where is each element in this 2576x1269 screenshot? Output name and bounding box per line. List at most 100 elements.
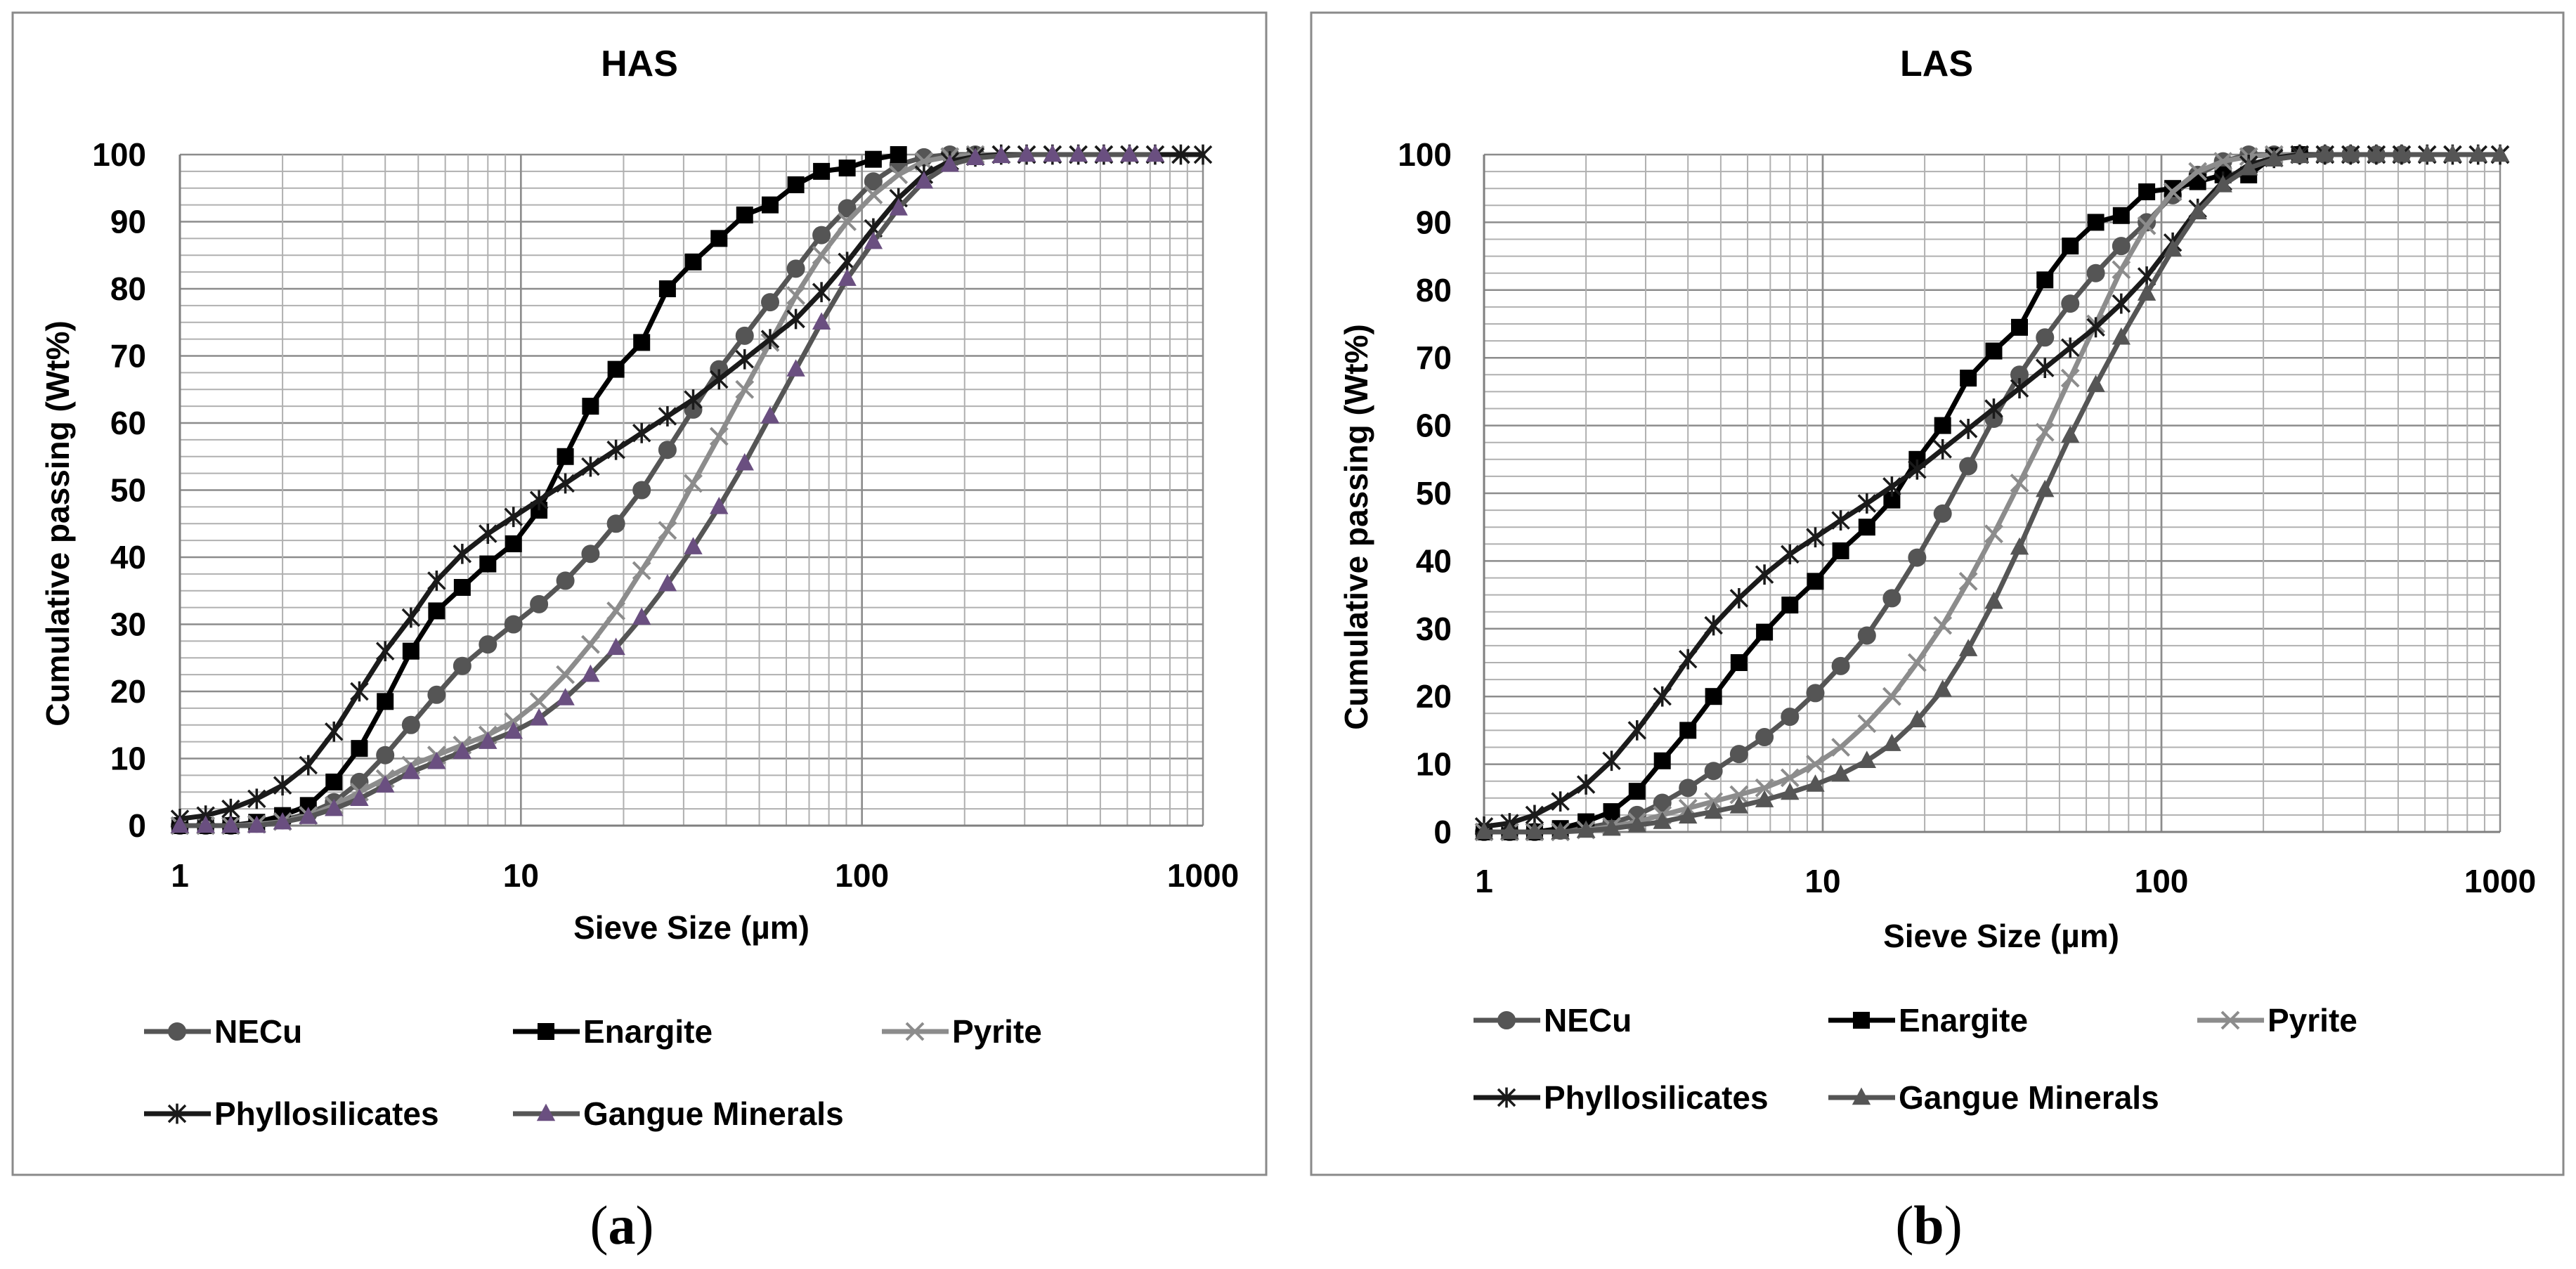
data-point (1145, 144, 1165, 162)
data-point (1094, 144, 1114, 162)
data-point (606, 637, 625, 656)
data-point (1858, 519, 1875, 536)
data-point (2315, 144, 2334, 162)
legend-label: Gangue Minerals (583, 1095, 844, 1132)
data-point (1500, 821, 1519, 840)
y-tick-label: 40 (110, 539, 146, 575)
data-point (1984, 524, 2003, 544)
data-point (351, 740, 368, 757)
data-point (1831, 656, 1850, 675)
data-point (1729, 795, 1749, 814)
data-point (710, 230, 728, 247)
data-point (401, 762, 421, 779)
data-point (2036, 271, 2054, 289)
data-point (2468, 144, 2487, 162)
data-point (1831, 510, 1850, 531)
data-point (914, 152, 934, 171)
data-point (684, 537, 703, 554)
data-point (991, 145, 1010, 164)
data-point (1576, 820, 1596, 838)
data-point (504, 615, 523, 634)
data-point (864, 185, 883, 204)
legend-label: Gangue Minerals (1899, 1079, 2159, 1116)
data-point (736, 206, 753, 223)
data-point (2036, 328, 2055, 347)
legend-item: NECu (144, 1013, 302, 1050)
x-tick-label: 1000 (2464, 863, 2536, 899)
legend-item: Phyllosilicates (1474, 1079, 1769, 1116)
data-point (786, 286, 806, 305)
series-gangue-minerals (170, 144, 1165, 833)
panel-b-legend: NECu Enargite Pyrite Phyllosilicates Gangue … (1474, 1002, 2357, 1116)
data-point (632, 481, 651, 500)
data-point (735, 379, 755, 399)
data-point (1678, 806, 1698, 824)
data-point (2112, 260, 2131, 280)
data-point (170, 815, 190, 833)
x-tick-label: 1000 (1167, 857, 1239, 894)
data-point (812, 245, 831, 265)
legend-label: Phyllosilicates (214, 1095, 439, 1132)
data-point (864, 150, 882, 168)
y-tick-label: 100 (92, 136, 146, 173)
data-point (735, 453, 754, 471)
y-tick-label: 30 (1416, 611, 1452, 647)
data-point (1806, 774, 1825, 792)
data-point (1729, 745, 1748, 764)
data-point (762, 196, 779, 214)
legend-marker (1853, 1012, 1870, 1029)
data-point (529, 490, 549, 511)
y-tick-label: 70 (1416, 339, 1452, 376)
data-point (1781, 544, 1800, 565)
data-point (838, 199, 857, 218)
data-point (581, 545, 600, 564)
data-point (556, 688, 575, 705)
data-point (1525, 805, 1544, 826)
legend-item: Gangue Minerals (513, 1095, 844, 1132)
data-point (1017, 144, 1036, 162)
data-point (965, 148, 985, 165)
data-point (581, 664, 600, 682)
data-point (2443, 144, 2462, 162)
data-point (2265, 149, 2284, 167)
data-point (1653, 793, 1672, 812)
data-point (453, 543, 472, 564)
data-point (633, 334, 651, 351)
data-point (1576, 774, 1596, 795)
data-point (709, 427, 729, 446)
series-gangue-minerals (1474, 144, 2510, 840)
data-point (2010, 378, 2029, 398)
data-point (427, 571, 446, 591)
data-point (402, 642, 419, 660)
data-point (529, 708, 549, 726)
data-point (377, 693, 394, 710)
legend-item: Enargite (513, 1013, 713, 1050)
data-point (350, 681, 369, 702)
legend-item: NECu (1474, 1002, 1632, 1039)
data-point (350, 788, 369, 806)
x-tick-label: 100 (2135, 863, 2189, 899)
data-point (1960, 370, 1977, 387)
data-point (1627, 814, 1646, 833)
data-point (864, 231, 883, 249)
y-tick-label: 70 (110, 338, 146, 375)
data-point (1678, 649, 1698, 670)
data-point (1705, 688, 1722, 705)
data-point (1704, 615, 1723, 636)
data-point (1806, 755, 1825, 774)
data-point (1882, 686, 1901, 706)
data-point (632, 607, 651, 625)
data-point (2036, 479, 2055, 497)
y-tick-label: 10 (1416, 746, 1452, 783)
data-point (325, 773, 343, 790)
data-point (1857, 714, 1877, 734)
data-point (838, 160, 856, 177)
data-point (582, 398, 599, 415)
data-point (2188, 162, 2208, 181)
data-point (1603, 803, 1620, 821)
y-tick-label: 50 (1416, 475, 1452, 512)
y-tick-label: 20 (110, 673, 146, 710)
data-point (1755, 728, 1774, 747)
data-point (838, 268, 857, 286)
